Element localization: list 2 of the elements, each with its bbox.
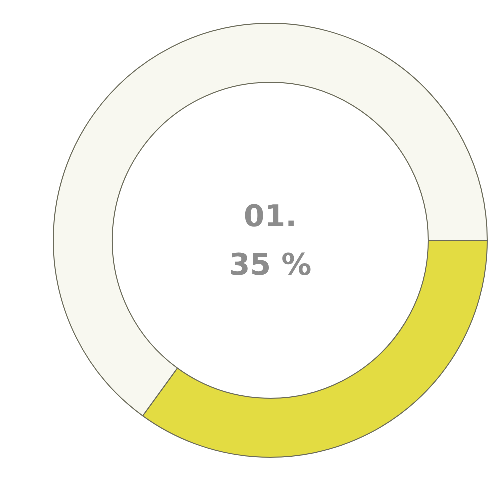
text: 01. (244, 200, 298, 234)
text: 35 % (229, 248, 312, 283)
